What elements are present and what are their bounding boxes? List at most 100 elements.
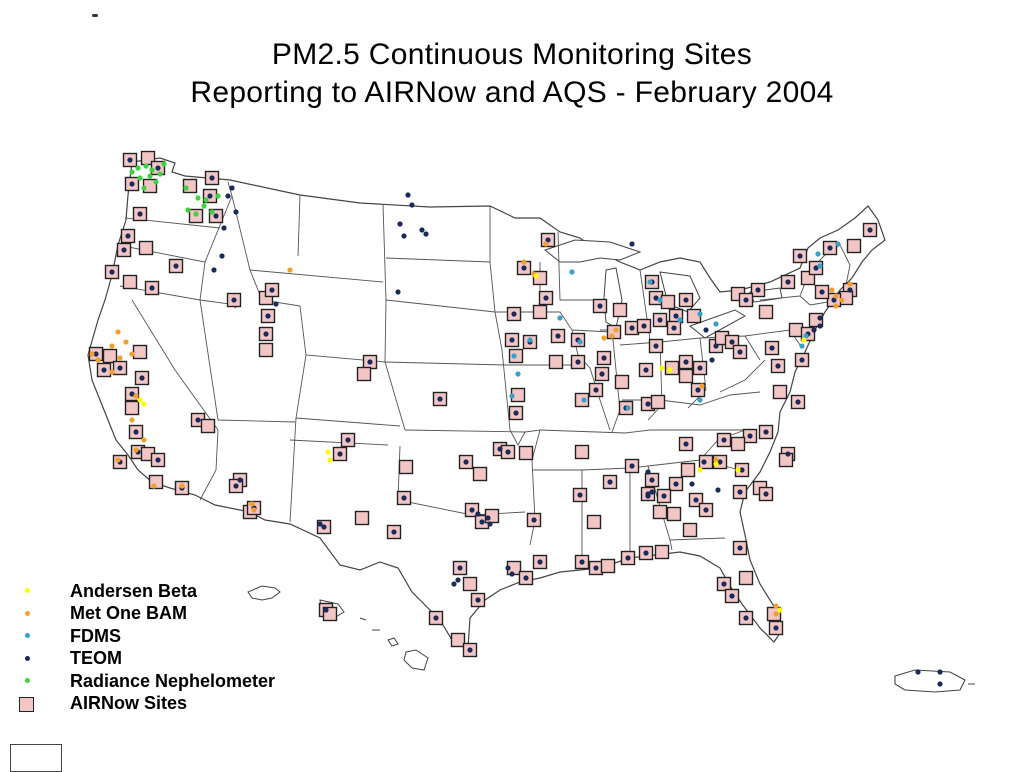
andersen-beta-site-marker — [325, 449, 331, 455]
met-one-bam-site-marker — [133, 447, 139, 453]
teom-site-marker — [579, 559, 585, 565]
andersen-beta-site-marker — [141, 401, 147, 407]
teom-site-marker — [523, 575, 529, 581]
airnow-sites-layer — [88, 150, 878, 658]
teom-site-marker — [755, 287, 761, 293]
teom-site-marker — [653, 295, 659, 301]
airnow-site-marker — [738, 570, 754, 586]
andersen-beta-site-marker — [667, 367, 673, 373]
fdms-site-marker — [799, 343, 805, 349]
title-line-2: Reporting to AIRNow and AQS - February 2… — [190, 76, 834, 109]
map-title: PM2.5 Continuous Monitoring Sites Report… — [0, 36, 1024, 112]
fdms-site-marker — [815, 251, 821, 257]
teom-site-marker — [915, 669, 921, 675]
teom-site-marker — [817, 315, 823, 321]
legend-label: TEOM — [70, 648, 122, 669]
teom-site-marker — [475, 597, 481, 603]
airnow-site-marker — [772, 384, 788, 400]
airnow-site-marker — [586, 514, 602, 530]
teom-site-marker — [117, 365, 123, 371]
met-one-bam-site-marker — [89, 351, 95, 357]
airnow-site-marker — [356, 366, 372, 382]
radiance-nephelometer-site-marker — [183, 185, 189, 191]
teom-site-marker — [645, 469, 651, 475]
hawaii-inset — [359, 617, 429, 671]
teom-site-marker — [211, 267, 217, 273]
teom-site-marker — [321, 524, 327, 530]
teom-site-marker — [795, 399, 801, 405]
airnow-site-marker — [472, 466, 488, 482]
fdms-site-marker — [713, 321, 719, 327]
teom-site-marker — [701, 459, 707, 465]
teom-site-marker — [263, 331, 269, 337]
fdms-site-marker — [657, 297, 663, 303]
teom-site-marker — [423, 231, 429, 237]
teom-site-marker — [543, 295, 549, 301]
airnow-site-marker — [678, 368, 694, 384]
met-one-bam-site-marker — [115, 457, 121, 463]
airnow-site-marker — [450, 632, 466, 648]
teom-site-marker — [133, 429, 139, 435]
met-one-bam-site-marker — [141, 437, 147, 443]
teom-site-marker — [743, 297, 749, 303]
fdms-marker-icon — [16, 627, 40, 645]
teom-site-marker — [155, 457, 161, 463]
radiance-nephelometer-site-marker — [141, 185, 147, 191]
teom-site-marker — [139, 375, 145, 381]
teom-site-marker — [487, 521, 493, 527]
radiance-nephelometer-site-marker — [203, 197, 209, 203]
teom-site-marker — [207, 193, 213, 199]
teom-site-marker — [683, 297, 689, 303]
met-one-bam-site-marker — [839, 297, 845, 303]
teom-site-marker — [195, 417, 201, 423]
stray-mark — [92, 14, 98, 17]
teom-site-marker — [693, 497, 699, 503]
met-one-bam-site-marker — [713, 457, 719, 463]
teom-site-marker — [213, 213, 219, 219]
teom-site-marker — [467, 647, 473, 653]
teom-site-marker — [225, 193, 231, 199]
teom-site-marker — [607, 479, 613, 485]
teom-site-marker — [657, 317, 663, 323]
teom-site-marker — [509, 571, 515, 577]
radiance-nephelometer-site-marker — [161, 161, 167, 167]
fdms-site-marker — [835, 241, 841, 247]
andersen-beta-site-marker — [713, 461, 719, 467]
teom-site-marker — [737, 545, 743, 551]
teom-site-marker — [419, 227, 425, 233]
airnow-site-marker — [122, 274, 138, 290]
met-one-bam-site-marker — [847, 281, 853, 287]
fdms-site-marker — [697, 311, 703, 317]
met-one-bam-site-marker — [109, 343, 115, 349]
teom-site-marker — [709, 357, 715, 363]
andersen-beta-marker-icon — [16, 582, 40, 600]
met-one-bam-site-marker — [543, 241, 549, 247]
teom-site-marker — [269, 287, 275, 293]
teom-site-marker — [737, 349, 743, 355]
airnow-site-marker — [654, 544, 670, 560]
radiance-nephelometer-site-marker — [135, 165, 141, 171]
met-one-bam-site-marker — [773, 611, 779, 617]
met-one-bam-site-marker — [109, 369, 115, 375]
fdms-site-marker — [557, 315, 563, 321]
teom-site-marker — [555, 333, 561, 339]
andersen-beta-site-marker — [801, 337, 807, 343]
fdms-site-marker — [581, 397, 587, 403]
met-one-bam-site-marker — [129, 417, 135, 423]
airnow-site-marker — [660, 294, 676, 310]
teom-site-marker — [763, 491, 769, 497]
teom-site-marker — [433, 615, 439, 621]
met-one-bam-site-marker — [601, 335, 607, 341]
teom-site-marker — [785, 279, 791, 285]
teom-site-marker — [797, 253, 803, 259]
teom-site-marker — [847, 287, 853, 293]
airnow-site-marker — [518, 445, 534, 461]
met-one-bam-site-marker — [117, 355, 123, 361]
met-one-bam-site-marker — [287, 267, 293, 273]
teom-site-marker — [593, 387, 599, 393]
teom-site-marker — [273, 301, 279, 307]
radiance-nephelometer-site-marker — [147, 173, 153, 179]
andersen-beta-site-marker — [533, 273, 539, 279]
teom-site-marker — [827, 245, 833, 251]
